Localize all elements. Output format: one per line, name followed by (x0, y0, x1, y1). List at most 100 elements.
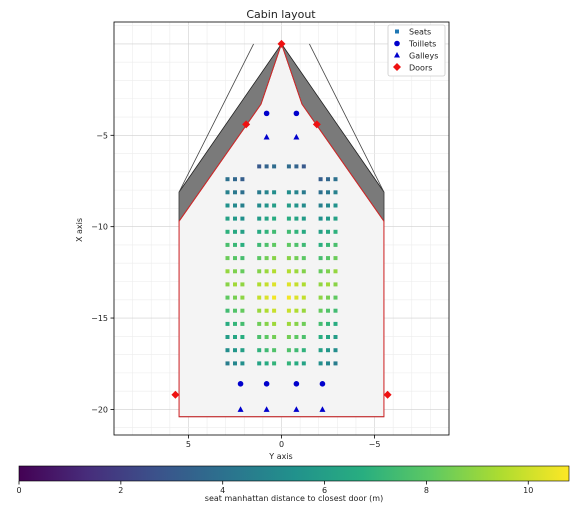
y-tick-label: −5 (96, 131, 108, 140)
seat-marker (302, 335, 306, 339)
seat-marker (287, 243, 291, 247)
colorbar-gradient (19, 466, 569, 481)
cabin-fill (179, 44, 384, 417)
seat-marker (294, 296, 298, 300)
seat-marker (265, 230, 269, 234)
toilet-marker (294, 111, 300, 117)
colorbar-tick-label: 10 (523, 486, 533, 495)
seat-marker (287, 204, 291, 208)
seat-marker (294, 269, 298, 273)
seat-marker (294, 309, 298, 313)
cabin-shape-layer (179, 44, 384, 417)
seat-marker (334, 190, 338, 194)
seat-marker (334, 282, 338, 286)
seat-marker (326, 204, 330, 208)
seat-marker (326, 322, 330, 326)
seat-marker (257, 309, 261, 313)
seat-marker (240, 282, 244, 286)
seat-marker (302, 204, 306, 208)
seat-marker (287, 322, 291, 326)
seat-marker (265, 296, 269, 300)
seat-marker (240, 296, 244, 300)
seat-marker (233, 230, 237, 234)
seat-marker (334, 309, 338, 313)
y-tick-label: −20 (91, 405, 108, 414)
seat-marker (334, 204, 338, 208)
seat-marker (233, 217, 237, 221)
seat-marker (302, 269, 306, 273)
seat-marker (226, 256, 230, 260)
seat-marker (240, 217, 244, 221)
seat-marker (226, 217, 230, 221)
seat-marker (302, 322, 306, 326)
toilet-marker (294, 381, 300, 387)
seat-marker (272, 282, 276, 286)
seat-marker (265, 164, 269, 168)
seat-marker (226, 322, 230, 326)
seat-marker (326, 190, 330, 194)
seat-marker (319, 309, 323, 313)
seat-marker (326, 230, 330, 234)
seat-marker (302, 282, 306, 286)
seat-marker (226, 335, 230, 339)
seat-marker (287, 256, 291, 260)
seat-marker (294, 256, 298, 260)
seat-marker (326, 296, 330, 300)
seat-marker (287, 230, 291, 234)
seat-marker (257, 204, 261, 208)
seat-marker (334, 296, 338, 300)
colorbar-tick-label: 2 (118, 486, 123, 495)
seat-marker (319, 256, 323, 260)
seat-marker (334, 361, 338, 365)
seat-marker (326, 309, 330, 313)
seat-marker (294, 190, 298, 194)
seat-marker (287, 190, 291, 194)
seat-marker (265, 269, 269, 273)
seat-marker (326, 217, 330, 221)
seat-marker (287, 282, 291, 286)
door-marker (278, 40, 286, 48)
seat-marker (265, 190, 269, 194)
seat-marker (326, 282, 330, 286)
seat-marker (287, 217, 291, 221)
seat-marker (265, 309, 269, 313)
seat-marker (240, 204, 244, 208)
seat-marker (294, 217, 298, 221)
seat-marker (265, 335, 269, 339)
seat-marker (294, 243, 298, 247)
seat-marker (319, 243, 323, 247)
seat-marker (257, 335, 261, 339)
seat-marker (302, 309, 306, 313)
seat-marker (257, 296, 261, 300)
seat-marker (272, 204, 276, 208)
seat-marker (257, 282, 261, 286)
seat-marker (265, 322, 269, 326)
toilet-marker (264, 111, 270, 117)
seat-marker (233, 335, 237, 339)
seat-marker (319, 177, 323, 181)
legend-marker-toilets (394, 41, 400, 47)
seat-marker (240, 177, 244, 181)
seat-marker (294, 204, 298, 208)
seat-marker (334, 217, 338, 221)
legend-marker-seats (395, 30, 399, 34)
seat-marker (302, 230, 306, 234)
seat-marker (226, 348, 230, 352)
seat-marker (326, 256, 330, 260)
seat-marker (272, 296, 276, 300)
seat-marker (272, 309, 276, 313)
seat-marker (272, 361, 276, 365)
seat-marker (334, 269, 338, 273)
seat-marker (334, 322, 338, 326)
toilet-marker (238, 381, 244, 387)
seat-marker (302, 164, 306, 168)
toilet-marker (320, 381, 326, 387)
seat-marker (334, 335, 338, 339)
seat-marker (240, 335, 244, 339)
seat-marker (319, 296, 323, 300)
seat-marker (287, 348, 291, 352)
seat-marker (294, 361, 298, 365)
colorbar-tick-label: 8 (424, 486, 429, 495)
